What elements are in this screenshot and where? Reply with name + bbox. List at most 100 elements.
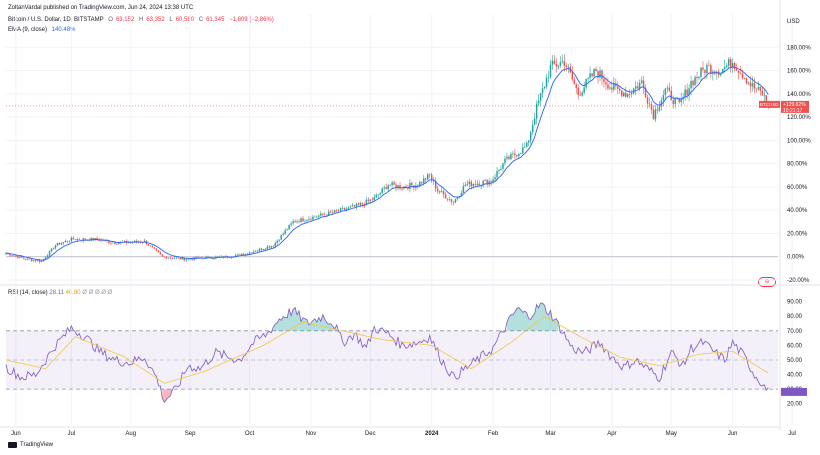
candle-body — [90, 237, 92, 241]
candle-body — [163, 256, 166, 258]
candle-body — [535, 103, 538, 119]
candle-body — [191, 258, 193, 260]
candle-body — [177, 257, 180, 259]
candle-body — [286, 229, 288, 231]
candle-body — [531, 124, 534, 133]
candle-body — [284, 230, 286, 234]
candle-body — [533, 118, 536, 125]
candle-body — [559, 62, 562, 66]
candle-body — [17, 256, 19, 258]
rsi-tick-label: 50.00 — [787, 358, 803, 364]
candle-body — [345, 208, 348, 210]
candle-body — [741, 73, 744, 79]
candle-body — [731, 63, 734, 68]
candle-body — [335, 210, 338, 211]
candle-body — [19, 256, 21, 258]
candle-body — [393, 182, 395, 185]
candle-body — [250, 252, 253, 254]
ohlc-high-label: H — [138, 17, 144, 23]
price-tick-label: 80.00% — [787, 162, 808, 168]
candle-body — [585, 78, 587, 88]
rsi-tick-label: 90.00 — [787, 300, 803, 306]
time-tick-label: 2024 — [425, 431, 439, 437]
candle-body — [729, 59, 732, 68]
rsi-legend[interactable]: RSI (14, close) 28.11 40.80 Ø Ø Ø Ø Ø — [8, 290, 112, 296]
candle-body — [753, 83, 756, 89]
candle-body — [147, 244, 150, 246]
candle-body — [262, 249, 265, 250]
candle-body — [500, 168, 502, 170]
candle-body — [723, 67, 726, 70]
candle-body — [80, 239, 82, 241]
candle-body — [522, 147, 524, 154]
time-tick-label: Jul — [788, 431, 796, 437]
candle-body — [583, 87, 585, 93]
candle-body — [401, 188, 403, 190]
candle-body — [652, 109, 655, 120]
ema-legend[interactable]: EMA (9, close) 140.48% — [8, 26, 78, 34]
candle-body — [512, 153, 514, 155]
candle-body — [175, 257, 178, 259]
candle-body — [320, 213, 322, 216]
tradingview-logo[interactable]: TradingView — [8, 442, 53, 448]
candle-body — [591, 73, 593, 77]
candle-body — [187, 258, 189, 260]
candle-body — [518, 153, 520, 157]
candle-body — [38, 260, 41, 262]
ohlc-close-value: 61,345 — [206, 17, 225, 23]
candle-body — [510, 153, 512, 160]
candle-body — [733, 63, 736, 69]
candle-body — [630, 93, 633, 95]
candle-body — [409, 183, 411, 189]
currency-label: USD — [787, 19, 800, 25]
candle-body — [551, 60, 554, 65]
symbol-legend[interactable]: Bitcoin / U.S. Dollar, 1D, BITSTAMP O 63,… — [8, 16, 277, 24]
candle-body — [278, 239, 280, 241]
candle-body — [375, 195, 378, 198]
candle-body — [603, 78, 605, 83]
candle-body — [149, 245, 152, 247]
candle-body — [385, 187, 387, 190]
time-tick-label: Jul — [68, 431, 76, 437]
candle-body — [228, 257, 231, 259]
candle-body — [761, 90, 764, 96]
candle-body — [593, 68, 595, 77]
candle-body — [324, 214, 326, 216]
candle-body — [276, 240, 279, 243]
candle-body — [72, 237, 75, 240]
candle-body — [159, 252, 162, 255]
candle-body — [351, 205, 354, 207]
rsi-oversold-fill — [162, 389, 173, 403]
candle-layer — [5, 54, 770, 264]
candle-body — [646, 97, 649, 104]
candle-body — [34, 260, 37, 262]
candle-body — [613, 83, 615, 90]
candle-body — [496, 171, 498, 178]
scale-toggle-icon[interactable]: ⊖ — [758, 277, 776, 287]
candle-body — [553, 60, 556, 65]
candle-body — [539, 93, 542, 101]
candle-body — [664, 88, 667, 96]
candle-body — [607, 84, 609, 89]
candle-body — [428, 174, 431, 175]
candle-body — [722, 69, 724, 74]
candle-body — [25, 258, 27, 260]
candle-body — [195, 257, 197, 259]
candle-body — [595, 68, 597, 72]
rsi-ma-line — [5, 315, 769, 384]
candle-body — [648, 103, 651, 105]
candle-body — [92, 237, 94, 241]
candle-body — [153, 247, 156, 249]
candle-body — [436, 188, 439, 192]
candle-body — [30, 259, 33, 261]
candle-body — [98, 239, 100, 241]
candle-body — [442, 191, 445, 195]
rsi-placeholder: Ø — [101, 290, 106, 296]
candle-body — [363, 204, 366, 206]
candle-body — [525, 142, 528, 147]
rsi-value-badge — [781, 387, 807, 396]
time-tick-label: Feb — [488, 431, 499, 437]
candle-body — [391, 182, 393, 186]
candle-body — [76, 239, 79, 241]
